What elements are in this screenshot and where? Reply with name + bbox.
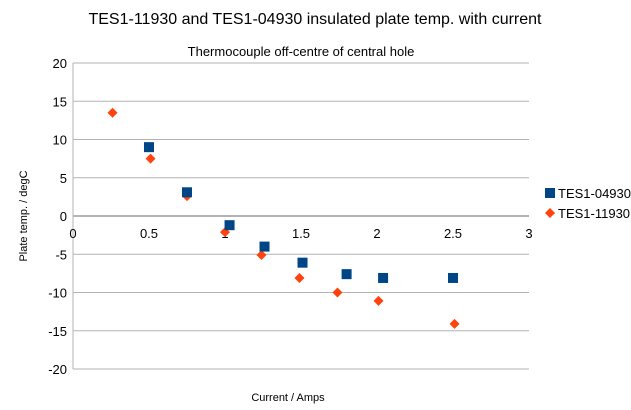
x-tick-label: 3 [525,226,532,241]
data-point-tes1-11930 [256,250,267,261]
y-tick-label: 0 [60,209,67,224]
y-tick-label: -10 [48,286,67,301]
legend-marker-tes1-11930 [545,208,555,218]
data-point-tes1-04930 [144,142,154,153]
data-point-tes1-04930 [224,220,235,231]
y-tick-label: 20 [53,56,67,71]
y-tick-label: 15 [53,94,67,109]
data-point-tes1-11930 [294,272,305,283]
x-tick-label: 0.5 [140,226,158,241]
legend-label: TES1-04930 [558,186,631,201]
data-point-tes1-11930 [373,295,384,306]
y-tick-label: 5 [60,171,67,186]
data-point-tes1-11930 [449,318,460,329]
data-point-tes1-04930 [448,272,458,283]
legend-marker-tes1-04930 [545,188,555,198]
x-axis-label: Current / Amps [251,392,325,404]
data-point-tes1-04930 [259,241,270,252]
legend-label: TES1-11930 [558,206,630,221]
data-point-tes1-11930 [107,107,118,118]
x-tick-label: 0 [69,226,76,241]
y-axis-label: Plate temp. / degC [18,170,30,261]
data-point-tes1-04930 [341,269,352,280]
x-tick-label: 2 [373,226,380,241]
y-tick-label: -5 [55,247,67,262]
chart-title: TES1-11930 and TES1-04930 insulated plat… [88,11,542,28]
data-point-tes1-04930 [378,272,389,283]
data-point-tes1-11930 [145,153,156,164]
chart-subtitle: Thermocouple off-centre of central hole [188,44,415,59]
data-point-tes1-04930 [297,257,308,268]
y-tick-label: -15 [48,324,67,339]
x-tick-label: 2.5 [444,226,462,241]
legend: TES1-04930 TES1-11930 [545,186,631,221]
x-tick-label: 1.5 [292,226,310,241]
y-tick-label: -20 [48,362,67,377]
data-point-tes1-11930 [332,287,343,298]
y-tick-label: 10 [53,133,67,148]
data-point-tes1-04930 [182,187,192,198]
